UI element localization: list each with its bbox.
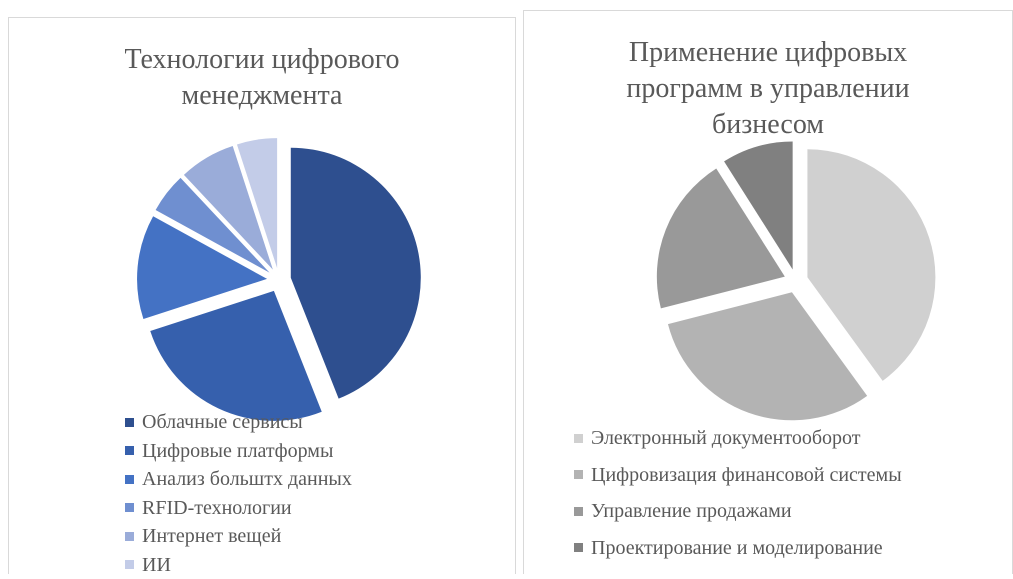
legend-item: Цифровизация финансовой системы	[574, 457, 902, 494]
legend-swatch	[125, 475, 134, 484]
legend-label: Электронный документооборот	[591, 420, 861, 457]
legend-label: Облачные сервисы	[142, 408, 303, 437]
legend-label: Интернет вещей	[142, 522, 281, 551]
legend-label: ИИ	[142, 551, 171, 579]
legend-label: RFID-технологии	[142, 494, 292, 523]
chart-panel: Применение цифровых программ в управлени…	[523, 10, 1013, 574]
legend-label: Управление продажами	[591, 493, 792, 530]
legend-swatch	[125, 418, 134, 427]
legend-swatch	[125, 532, 134, 541]
legend-item: Электронный документооборот	[574, 420, 902, 457]
legend-item: Цифровые платформы	[125, 437, 352, 466]
legend-swatch	[574, 434, 583, 443]
legend-swatch	[574, 543, 583, 552]
legend-label: Проектирование и моделирование	[591, 530, 883, 567]
legend-item: ИИ	[125, 551, 352, 579]
legend-swatch	[125, 560, 134, 569]
legend-item: RFID-технологии	[125, 494, 352, 523]
legend-label: Анализ больштх данных	[142, 465, 352, 494]
legend-label: Цифровизация финансовой системы	[591, 457, 902, 494]
pie-slice	[291, 148, 421, 399]
chart-panel: Технологии цифрового менеджмента Облачны…	[8, 17, 516, 574]
legend-item: Управление продажами	[574, 493, 902, 530]
legend-item: Проектирование и моделирование	[574, 530, 902, 567]
legend-swatch	[125, 503, 134, 512]
legend-swatch	[125, 446, 134, 455]
legend-item: Интернет вещей	[125, 522, 352, 551]
pie-slice	[150, 291, 321, 421]
legend-swatch	[574, 507, 583, 516]
legend-label: Цифровые платформы	[142, 437, 333, 466]
legend-item: Анализ больштх данных	[125, 465, 352, 494]
legend-swatch	[574, 470, 583, 479]
legend-item: Облачные сервисы	[125, 408, 352, 437]
